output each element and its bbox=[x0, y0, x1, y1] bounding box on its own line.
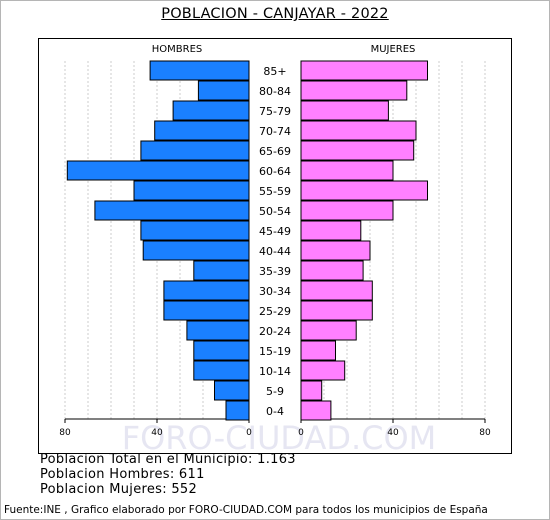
age-group-label: 10-14 bbox=[259, 365, 291, 378]
bar-mujeres bbox=[300, 120, 417, 141]
age-group-label: 70-74 bbox=[259, 125, 291, 138]
age-group-label: 40-44 bbox=[259, 245, 291, 258]
age-group-label: 50-54 bbox=[259, 205, 291, 218]
bar-hombres bbox=[66, 160, 250, 181]
male-population: Poblacion Hombres: 611 bbox=[40, 467, 205, 482]
x-tick-label: 40 bbox=[387, 428, 399, 438]
age-group-label: 15-19 bbox=[259, 345, 291, 358]
chart-title: POBLACION - CANJAYAR - 2022 bbox=[161, 6, 389, 22]
bar-mujeres bbox=[300, 360, 346, 381]
bar-hombres bbox=[197, 80, 250, 101]
age-group-label: 80-84 bbox=[259, 85, 291, 98]
bar-mujeres bbox=[300, 300, 373, 321]
bar-hombres bbox=[163, 300, 250, 321]
bar-mujeres bbox=[300, 60, 428, 81]
bar-hombres bbox=[186, 320, 250, 341]
bar-mujeres bbox=[300, 100, 389, 121]
age-group-label: 60-64 bbox=[259, 165, 291, 178]
source-footer: Fuente:INE , Grafico elaborado por FORO-… bbox=[4, 504, 488, 516]
bar-hombres bbox=[193, 340, 250, 361]
age-group-label: 25-29 bbox=[259, 305, 291, 318]
total-population: Poblacion Total en el Municipio: 1.163 bbox=[40, 452, 296, 467]
legend-hombres: HOMBRES bbox=[152, 44, 203, 55]
age-group-label: 75-79 bbox=[259, 105, 291, 118]
x-tick-label: 0 bbox=[298, 428, 304, 438]
bar-mujeres bbox=[300, 220, 362, 241]
female-population: Poblacion Mujeres: 552 bbox=[40, 482, 198, 497]
bar-mujeres bbox=[300, 240, 371, 261]
bar-hombres bbox=[193, 360, 250, 381]
x-tick-label: 0 bbox=[246, 428, 252, 438]
bar-mujeres bbox=[300, 140, 415, 161]
age-group-label: 85+ bbox=[263, 65, 286, 78]
bar-hombres bbox=[225, 400, 250, 421]
bar-mujeres bbox=[300, 260, 364, 281]
bar-hombres bbox=[193, 260, 250, 281]
legend-mujeres: MUJERES bbox=[371, 44, 416, 55]
age-group-label: 55-59 bbox=[259, 185, 291, 198]
age-group-label: 65-69 bbox=[259, 145, 291, 158]
bar-mujeres bbox=[300, 320, 357, 341]
bar-hombres bbox=[133, 180, 250, 201]
bar-hombres bbox=[149, 60, 250, 81]
bar-mujeres bbox=[300, 200, 394, 221]
bar-mujeres bbox=[300, 180, 428, 201]
age-group-label: 5-9 bbox=[266, 385, 284, 398]
bar-mujeres bbox=[300, 400, 332, 421]
bar-hombres bbox=[154, 120, 250, 141]
bar-mujeres bbox=[300, 340, 336, 361]
age-group-label: 35-39 bbox=[259, 265, 291, 278]
chart-area: FORO-CIUDAD.COM 80 40 0 0 40 80 HOMBRES MUJERES… bbox=[38, 38, 512, 454]
bar-hombres bbox=[163, 280, 250, 301]
x-tick-label: 40 bbox=[151, 428, 163, 438]
age-group-label: 20-24 bbox=[259, 325, 291, 338]
population-pyramid: FORO-CIUDAD.COM 80 40 0 0 40 80 HOMBRES MUJERES… bbox=[59, 44, 491, 453]
bar-hombres bbox=[94, 200, 250, 221]
bar-mujeres bbox=[300, 160, 394, 181]
age-group-label: 0-4 bbox=[266, 405, 284, 418]
x-tick-label: 80 bbox=[479, 428, 491, 438]
watermark: FORO-CIUDAD.COM bbox=[122, 419, 437, 453]
bar-hombres bbox=[172, 100, 250, 121]
age-group-label: 30-34 bbox=[259, 285, 291, 298]
x-tick-label: 80 bbox=[59, 428, 71, 438]
bar-hombres bbox=[142, 240, 250, 261]
bar-mujeres bbox=[300, 280, 373, 301]
bar-mujeres bbox=[300, 80, 408, 101]
bar-mujeres bbox=[300, 380, 323, 401]
bar-hombres bbox=[140, 140, 250, 161]
bar-hombres bbox=[140, 220, 250, 241]
bar-hombres bbox=[214, 380, 250, 401]
age-group-label: 45-49 bbox=[259, 225, 291, 238]
